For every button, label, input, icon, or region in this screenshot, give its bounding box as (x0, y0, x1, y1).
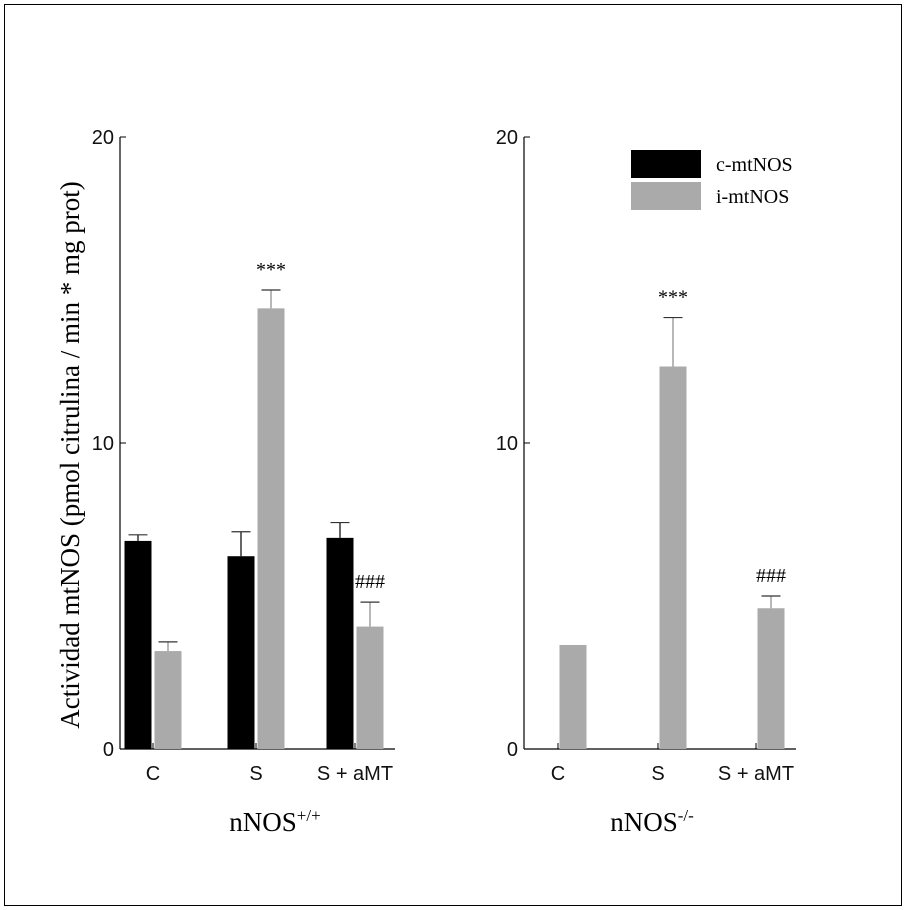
panel-label: nNOS+/+ (229, 806, 320, 837)
chart-canvas: Actividad mtNOS (pmol citrulina / min * … (55, 127, 796, 837)
panel-label-main: nNOS (610, 807, 678, 837)
y-tick-label: 20 (92, 127, 114, 149)
bar (356, 626, 384, 749)
legend-label: i-mtNOS (716, 186, 789, 208)
y-tick-label: 0 (103, 739, 114, 761)
panel-label-superscript: -/- (678, 806, 694, 825)
significance-marker: *** (256, 259, 286, 281)
bar (659, 366, 687, 749)
x-tick-label: S (651, 763, 664, 785)
panel-label-main: nNOS (229, 807, 297, 837)
x-tick-label: S + aMT (718, 763, 794, 785)
panel-label: nNOS-/- (610, 806, 694, 837)
y-tick-label: 10 (496, 433, 518, 455)
y-axis-label: Actividad mtNOS (pmol citrulina / min * … (55, 181, 85, 728)
x-tick-label: S + aMT (317, 763, 393, 785)
legend-swatch (631, 182, 701, 210)
bar (559, 644, 587, 749)
bar (154, 651, 182, 749)
bar (757, 608, 785, 749)
bar (326, 537, 354, 749)
y-tick-label: 20 (496, 127, 518, 149)
legend-swatch (631, 150, 701, 178)
panel-label-superscript: +/+ (297, 806, 321, 825)
bar (124, 540, 152, 749)
x-tick-label: S (249, 763, 262, 785)
y-tick-label: 10 (92, 433, 114, 455)
significance-marker: *** (658, 287, 688, 309)
legend-label: c-mtNOS (716, 154, 793, 176)
bar (257, 308, 285, 749)
significance-marker: ### (756, 565, 786, 587)
bar (227, 556, 255, 749)
y-tick-label: 0 (507, 739, 518, 761)
figure-frame: Actividad mtNOS (pmol citrulina / min * … (4, 4, 902, 906)
x-tick-label: C (551, 763, 565, 785)
significance-marker: ### (355, 571, 385, 593)
x-tick-label: C (146, 763, 160, 785)
